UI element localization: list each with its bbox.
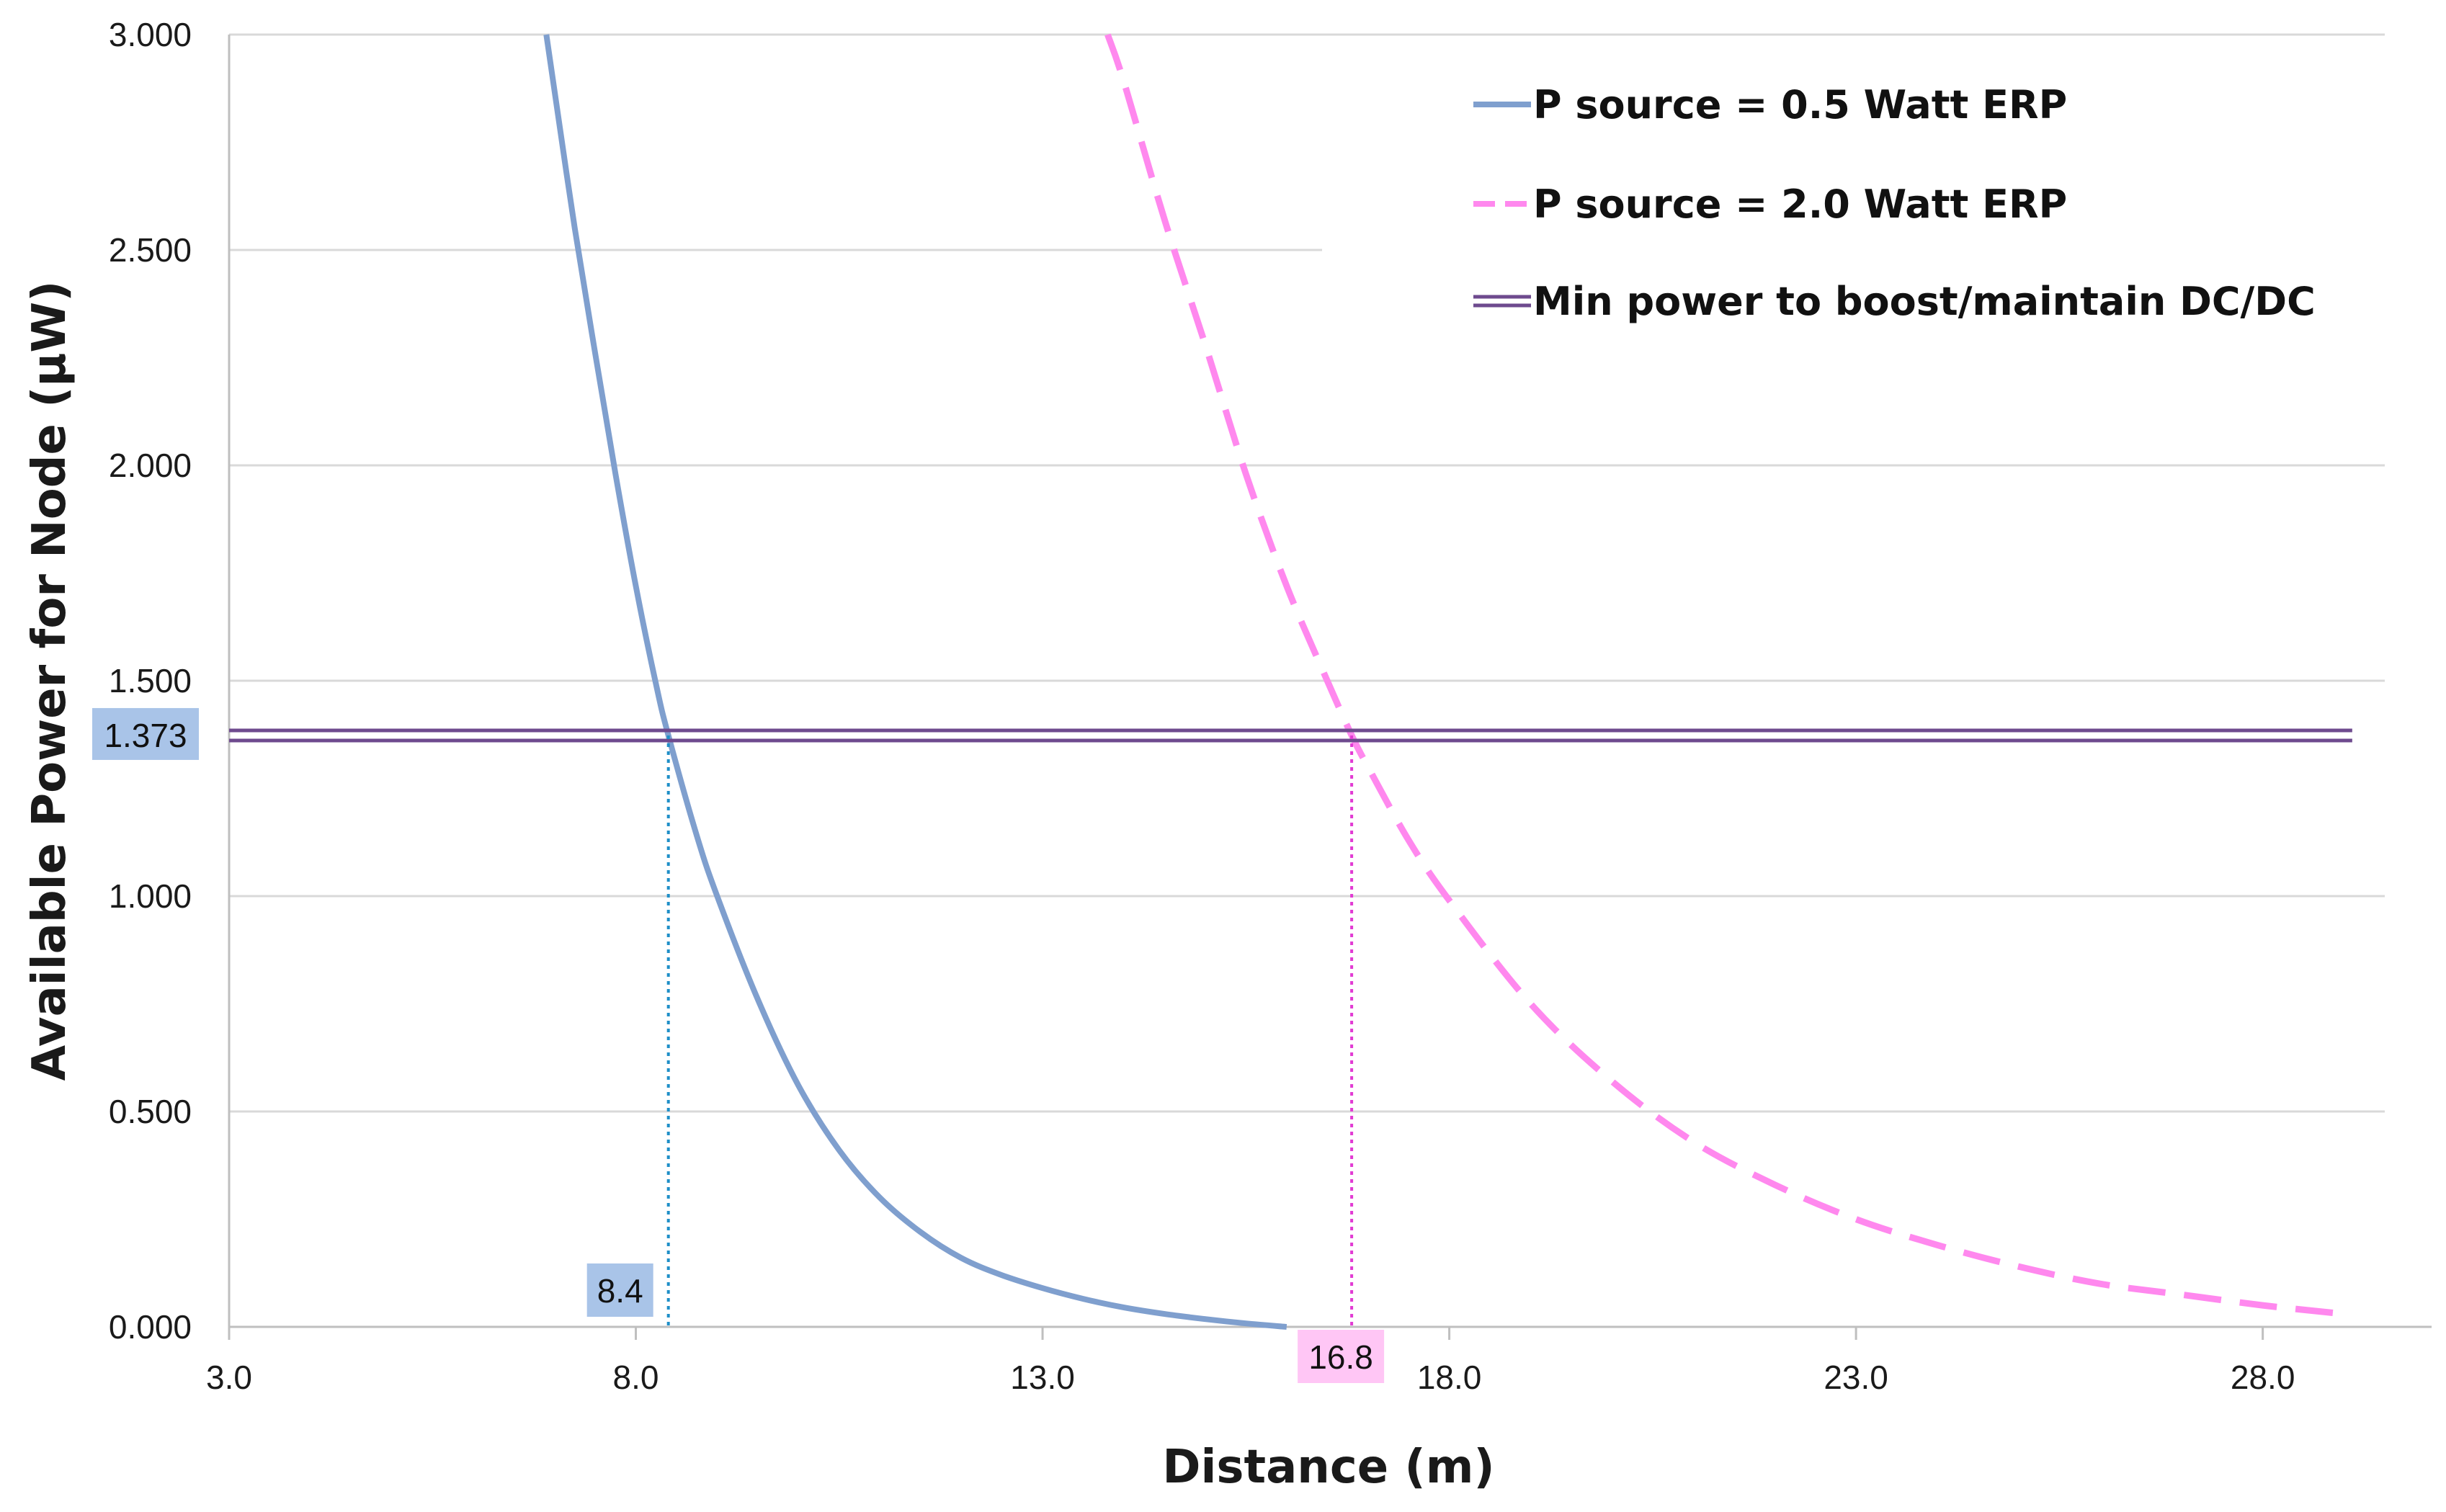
- x-tick-label: 23.0: [1824, 1359, 1888, 1396]
- x-callout-label: 8.4: [597, 1272, 643, 1310]
- series-line-p-source-0-5w: [543, 34, 1287, 1330]
- axis-titles: Distance (m) Available Power for Node (µW…: [23, 281, 1495, 1494]
- legend-label: P source = 2.0 Watt ERP: [1533, 182, 2067, 227]
- legend: P source = 0.5 Watt ERP P source = 2.0 Wa…: [1473, 82, 2316, 324]
- y-tick-label: 0.500: [109, 1093, 192, 1130]
- x-tick-label: 8.0: [613, 1359, 659, 1396]
- x-tick-label: 13.0: [1010, 1359, 1075, 1396]
- y-callout-box: [92, 707, 199, 760]
- legend-label: P source = 0.5 Watt ERP: [1533, 82, 2067, 128]
- x-callout-box: [586, 1263, 653, 1317]
- x-axis-title: Distance (m): [1162, 1441, 1494, 1494]
- annotation-layer: 1.373 8.4 16.8: [92, 707, 1385, 1383]
- y-tick-label: 1.000: [109, 877, 192, 915]
- axis-layer: 0.000 0.500 1.000 1.500 2.000 2.500 3.000 3.0 8.…: [109, 16, 2432, 1396]
- x-callout-box: [1298, 1330, 1385, 1383]
- x-tick-label: 18.0: [1417, 1359, 1482, 1396]
- y-tick-label: 1.500: [109, 662, 192, 699]
- y-tick-label: 2.500: [109, 231, 192, 269]
- y-tick-label: 3.000: [109, 16, 192, 53]
- y-tick-label: 0.000: [109, 1308, 192, 1346]
- grid-layer: [229, 33, 2385, 1113]
- y-axis-title: Available Power for Node (µW): [23, 281, 76, 1081]
- series-layer: [229, 33, 2352, 1330]
- x-tick-label: 28.0: [2231, 1359, 2295, 1396]
- y-tick-label: 2.000: [109, 447, 192, 484]
- series-line-p-source-2-0w: [1104, 33, 2344, 1318]
- legend-label: Min power to boost/maintain DC/DC: [1533, 279, 2316, 324]
- y-callout-label: 1.373: [104, 717, 187, 754]
- x-callout-label: 16.8: [1308, 1338, 1373, 1376]
- x-tick-label: 3.0: [206, 1359, 252, 1396]
